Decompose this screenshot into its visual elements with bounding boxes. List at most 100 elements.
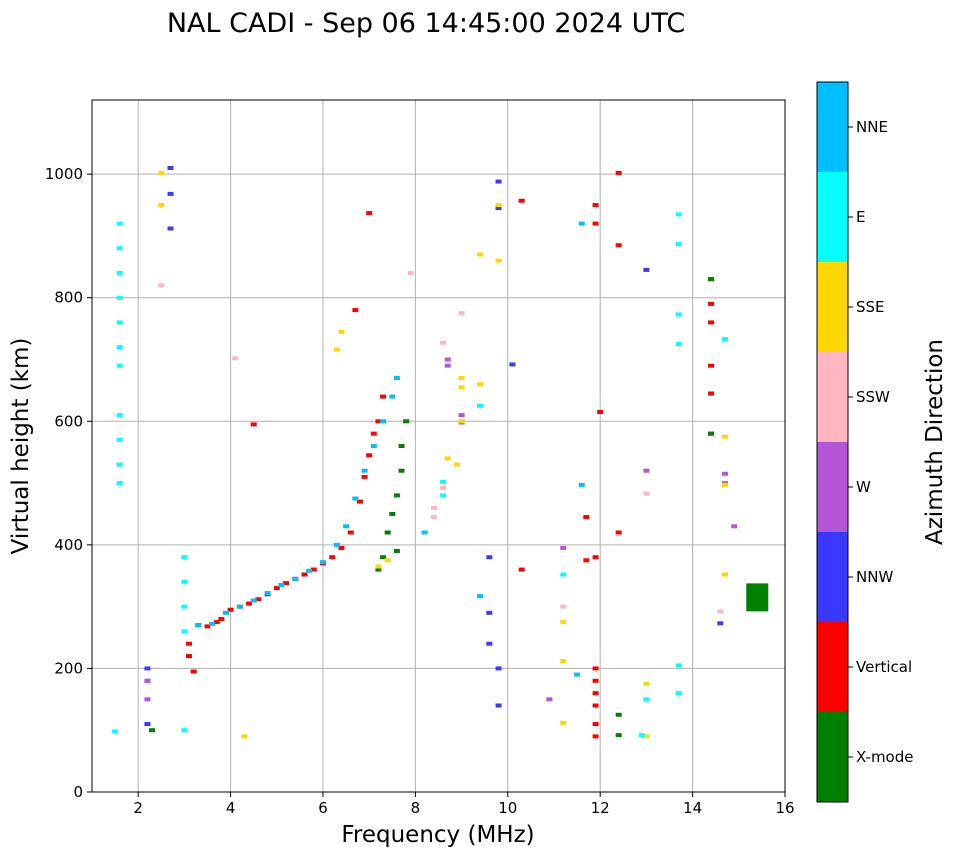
- data-point: [144, 666, 151, 671]
- series-e: [112, 212, 728, 738]
- colorbar-tick-label: W: [856, 478, 871, 496]
- data-point: [181, 579, 188, 584]
- data-point: [301, 572, 308, 577]
- data-point: [329, 555, 336, 560]
- data-point: [477, 382, 484, 387]
- colorbar-label: Azimuth Direction: [922, 339, 948, 545]
- y-tick-label: 600: [54, 412, 83, 430]
- data-point: [190, 669, 197, 674]
- data-point: [116, 413, 123, 418]
- data-point: [264, 591, 271, 596]
- data-point: [361, 468, 368, 473]
- data-point: [708, 391, 715, 396]
- data-point: [717, 609, 724, 614]
- colorbar-segment: [817, 352, 848, 442]
- data-point: [356, 499, 363, 504]
- data-point: [361, 474, 368, 479]
- data-point: [592, 666, 599, 671]
- data-point: [430, 515, 437, 520]
- data-point: [458, 376, 465, 381]
- data-point: [352, 496, 359, 501]
- colorbar-tick-label: NNE: [856, 118, 888, 136]
- data-point: [116, 295, 123, 300]
- data-point: [116, 221, 123, 226]
- series-vertical: [186, 170, 715, 739]
- data-point: [592, 734, 599, 739]
- colorbar-tick-label: E: [856, 208, 865, 226]
- data-point: [389, 511, 396, 516]
- data-point: [250, 598, 257, 603]
- x-tick-label: 10: [498, 799, 517, 817]
- data-point: [560, 659, 567, 664]
- data-point: [675, 241, 682, 246]
- data-point: [398, 468, 405, 473]
- data-point: [186, 641, 193, 646]
- data-point: [407, 271, 414, 275]
- data-point: [458, 311, 465, 316]
- data-point: [495, 206, 502, 211]
- x-tick-label: 6: [318, 799, 328, 817]
- colorbar-segment: [817, 712, 848, 802]
- y-tick-label: 200: [54, 659, 83, 677]
- series-sse: [158, 170, 728, 739]
- data-point: [241, 734, 248, 739]
- data-point: [574, 672, 581, 677]
- data-point: [116, 345, 123, 350]
- x-tick-label: 8: [411, 799, 421, 817]
- series-w: [144, 357, 738, 702]
- data-point: [384, 558, 391, 563]
- data-point: [578, 221, 585, 226]
- colorbar-frame: [816, 81, 849, 803]
- data-point: [615, 712, 622, 717]
- data-point: [560, 545, 567, 550]
- data-point: [375, 564, 382, 569]
- x-axis-ticks: 2 4 6 8 10 12 14 16: [133, 792, 795, 817]
- data-point: [421, 530, 428, 535]
- data-point: [477, 403, 484, 408]
- x-tick-label: 12: [591, 799, 610, 817]
- data-point: [708, 277, 715, 282]
- data-point: [393, 549, 400, 554]
- data-point: [546, 697, 553, 702]
- data-point: [518, 567, 525, 572]
- y-tick-label: 400: [54, 536, 83, 554]
- data-point: [158, 170, 165, 175]
- data-point: [560, 572, 567, 577]
- colorbar-tick-label: X-mode: [856, 748, 913, 766]
- data-point: [583, 515, 590, 520]
- data-point: [615, 530, 622, 535]
- data-point: [430, 505, 437, 510]
- data-point: [181, 728, 188, 733]
- data-point: [250, 422, 257, 427]
- data-point: [643, 267, 650, 272]
- chart-title: NAL CADI - Sep 06 14:45:00 2024 UTC: [167, 8, 685, 39]
- colorbar-segment: [817, 442, 848, 532]
- data-point: [306, 568, 313, 573]
- data-point: [366, 453, 373, 458]
- data-point: [393, 376, 400, 381]
- data-point: [643, 468, 650, 473]
- data-point: [592, 678, 599, 683]
- data-point: [675, 663, 682, 668]
- data-point: [273, 586, 280, 591]
- data-point: [158, 283, 165, 288]
- series-ssw: [158, 271, 724, 614]
- data-point: [495, 179, 502, 184]
- x-tick-label: 4: [226, 799, 236, 817]
- data-point: [333, 542, 340, 547]
- data-point: [440, 493, 447, 498]
- data-point: [167, 191, 174, 196]
- grid: [92, 100, 786, 793]
- data-point: [116, 320, 123, 325]
- data-point: [236, 604, 243, 609]
- data-point: [721, 434, 728, 439]
- data-point: [209, 621, 216, 626]
- data-point: [144, 678, 151, 683]
- data-point: [592, 555, 599, 560]
- data-point: [112, 729, 119, 734]
- data-point: [338, 545, 345, 550]
- data-point: [592, 203, 599, 208]
- data-point: [643, 697, 650, 702]
- data-point: [458, 385, 465, 390]
- data-point: [643, 734, 650, 739]
